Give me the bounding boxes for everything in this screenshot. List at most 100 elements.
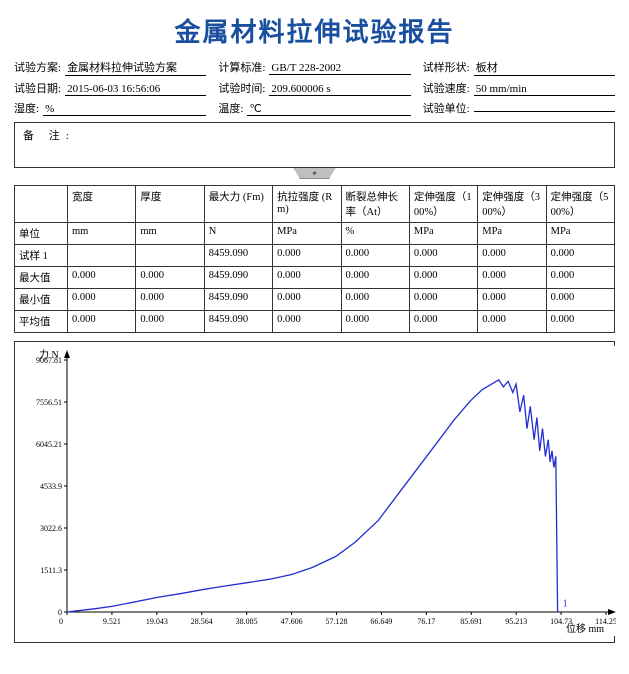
table-cell: 0.000	[546, 245, 614, 267]
meta-shape-label: 试样形状:	[423, 59, 470, 75]
meta-standard-value: GB/T 228-2002	[269, 62, 410, 75]
table-cell: MPa	[546, 223, 614, 245]
table-cell: 0.000	[478, 245, 546, 267]
x-tick-label: 66.649	[370, 617, 392, 626]
table-header-cell	[15, 186, 68, 223]
table-cell: 0.000	[273, 311, 341, 333]
table-cell: MPa	[409, 223, 477, 245]
table-cell: 0.000	[136, 267, 204, 289]
report-title: 金属材料拉伸试验报告	[8, 12, 621, 49]
meta-time: 试验时间: 209.600006 s	[218, 80, 410, 96]
meta-unit-label: 试验单位:	[423, 100, 470, 116]
table-cell: N	[204, 223, 272, 245]
meta-scheme-value: 金属材料拉伸试验方案	[65, 59, 206, 76]
remark-box: 备 注:	[14, 122, 615, 168]
table-cell: 0.000	[68, 311, 136, 333]
meta-unit-value	[474, 111, 615, 112]
x-tick-label: 9.521	[103, 617, 121, 626]
table-cell: 0.000	[273, 267, 341, 289]
table-cell: 0.000	[68, 289, 136, 311]
meta-standard: 计算标准: GB/T 228-2002	[218, 59, 410, 76]
results-table: 宽度厚度最大力 (Fm)抗拉强度 (Rm)断裂总伸长率（At）定伸强度（100%…	[14, 185, 615, 333]
force-displacement-chart: 力 N位移 mm01511.33022.64533.96045.217556.5…	[19, 346, 616, 636]
meta-shape: 试样形状: 板材	[423, 59, 615, 76]
meta-humidity-value: %	[43, 103, 206, 116]
x-tick-label: 0	[59, 617, 63, 626]
table-cell: 8459.090	[204, 245, 272, 267]
table-row: 平均值0.0000.0008459.0900.0000.0000.0000.00…	[15, 311, 615, 333]
table-body: 单位mmmmNMPa%MPaMPaMPa试样 18459.0900.0000.0…	[15, 223, 615, 333]
table-units-row: 单位mmmmNMPa%MPaMPaMPa	[15, 223, 615, 245]
table-cell: 0.000	[341, 311, 409, 333]
x-tick-label: 104.73	[550, 617, 572, 626]
x-tick-label: 95.213	[505, 617, 527, 626]
meta-scheme: 试验方案: 金属材料拉伸试验方案	[14, 59, 206, 76]
table-cell: 0.000	[136, 311, 204, 333]
table-cell: 0.000	[409, 245, 477, 267]
table-row-label: 最小值	[15, 289, 68, 311]
table-cell: 0.000	[341, 267, 409, 289]
table-cell: 0.000	[478, 311, 546, 333]
table-cell: 0.000	[409, 267, 477, 289]
y-tick-label: 3022.6	[40, 524, 62, 533]
meta-speed-label: 试验速度:	[423, 80, 470, 96]
meta-temp-value: ℃	[247, 102, 410, 116]
table-cell: 0.000	[409, 311, 477, 333]
x-tick-label: 19.043	[146, 617, 168, 626]
table-cell: %	[341, 223, 409, 245]
meta-time-label: 试验时间:	[218, 80, 265, 96]
series-label: 1	[563, 598, 568, 609]
meta-temp-label: 温度:	[218, 100, 243, 116]
table-header-cell: 最大力 (Fm)	[204, 186, 272, 223]
table-cell: 0.000	[478, 267, 546, 289]
table-cell: 0.000	[273, 245, 341, 267]
table-row: 试样 18459.0900.0000.0000.0000.0000.000	[15, 245, 615, 267]
table-row-label: 试样 1	[15, 245, 68, 267]
table-cell	[136, 245, 204, 267]
table-header-row: 宽度厚度最大力 (Fm)抗拉强度 (Rm)断裂总伸长率（At）定伸强度（100%…	[15, 186, 615, 223]
meta-scheme-label: 试验方案:	[14, 59, 61, 75]
table-header-cell: 定伸强度（300%）	[478, 186, 546, 223]
meta-temp: 温度: ℃	[218, 100, 410, 116]
meta-date-value: 2015-06-03 16:56:06	[65, 83, 206, 96]
x-tick-label: 28.564	[191, 617, 213, 626]
table-cell: 0.000	[68, 267, 136, 289]
table-cell: MPa	[273, 223, 341, 245]
table-row: 最大值0.0000.0008459.0900.0000.0000.0000.00…	[15, 267, 615, 289]
y-tick-label: 4533.9	[40, 482, 62, 491]
table-cell: mm	[136, 223, 204, 245]
drag-handle-icon[interactable]: ✦	[294, 168, 336, 179]
meta-unit: 试验单位:	[423, 100, 615, 116]
table-cell	[68, 245, 136, 267]
x-tick-label: 47.606	[281, 617, 303, 626]
meta-speed-value: 50 mm/min	[474, 83, 615, 96]
x-tick-label: 57.128	[326, 617, 348, 626]
table-header-cell: 断裂总伸长率（At）	[341, 186, 409, 223]
x-tick-label: 114.25	[595, 617, 616, 626]
table-cell: 0.000	[546, 289, 614, 311]
meta-standard-label: 计算标准:	[218, 59, 265, 75]
y-tick-label: 0	[58, 608, 62, 617]
table-header-cell: 宽度	[68, 186, 136, 223]
table-cell: 0.000	[546, 267, 614, 289]
meta-humidity: 湿度: %	[14, 100, 206, 116]
table-cell: 0.000	[546, 311, 614, 333]
table-head: 宽度厚度最大力 (Fm)抗拉强度 (Rm)断裂总伸长率（At）定伸强度（100%…	[15, 186, 615, 223]
table-cell: 0.000	[341, 289, 409, 311]
meta-grid: 试验方案: 金属材料拉伸试验方案 计算标准: GB/T 228-2002 试样形…	[14, 59, 615, 116]
drag-handle-row: ✦	[14, 168, 615, 179]
remark-label: 备 注:	[23, 127, 75, 163]
table-row: 最小值0.0000.0008459.0900.0000.0000.0000.00…	[15, 289, 615, 311]
meta-date-label: 试验日期:	[14, 80, 61, 96]
x-tick-label: 76.17	[417, 617, 435, 626]
meta-shape-value: 板材	[474, 59, 615, 76]
meta-speed: 试验速度: 50 mm/min	[423, 80, 615, 96]
table-row-label: 平均值	[15, 311, 68, 333]
x-tick-label: 85.691	[460, 617, 482, 626]
table-cell: 0.000	[273, 289, 341, 311]
table-header-cell: 抗拉强度 (Rm)	[273, 186, 341, 223]
table-row-label: 单位	[15, 223, 68, 245]
meta-humidity-label: 湿度:	[14, 100, 39, 116]
table-header-cell: 定伸强度（100%）	[409, 186, 477, 223]
y-tick-label: 7556.51	[36, 398, 62, 407]
